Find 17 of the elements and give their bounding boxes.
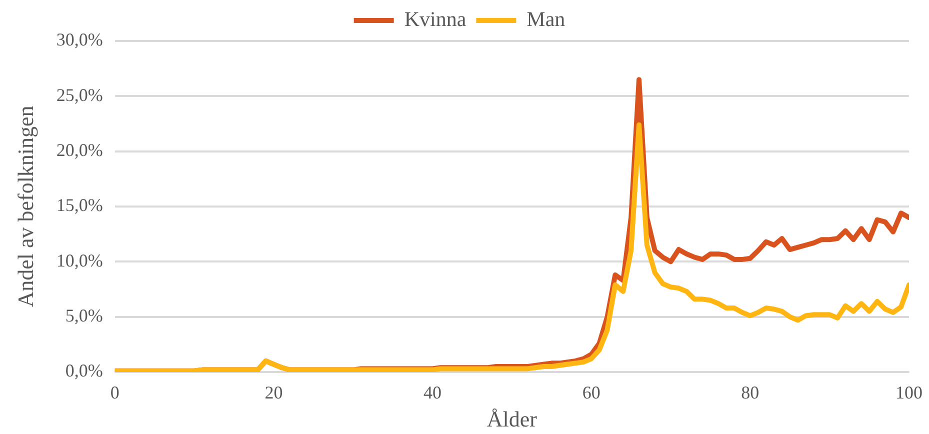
x-tick-label: 60 [582,382,600,403]
y-tick-label: 15,0% [56,195,103,216]
x-tick-label: 100 [896,382,922,403]
y-tick-label: 10,0% [56,250,103,270]
y-tick-label: 25,0% [56,84,103,105]
x-tick-label: 80 [741,382,760,403]
legend-label: Kvinna [404,7,467,32]
y-tick-label: 0,0% [65,360,103,381]
y-tick-label: 30,0% [56,30,103,50]
x-axis-title: Ålder [486,406,538,432]
x-tick-label: 40 [424,382,442,403]
legend-label: Man [526,7,566,32]
x-tick-label: 0 [110,382,120,403]
y-tick-label: 20,0% [56,140,103,160]
x-tick-label: 20 [264,382,283,403]
y-axis-title: Andel av befolkningen [12,106,38,308]
y-tick-label: 5,0% [65,306,103,326]
